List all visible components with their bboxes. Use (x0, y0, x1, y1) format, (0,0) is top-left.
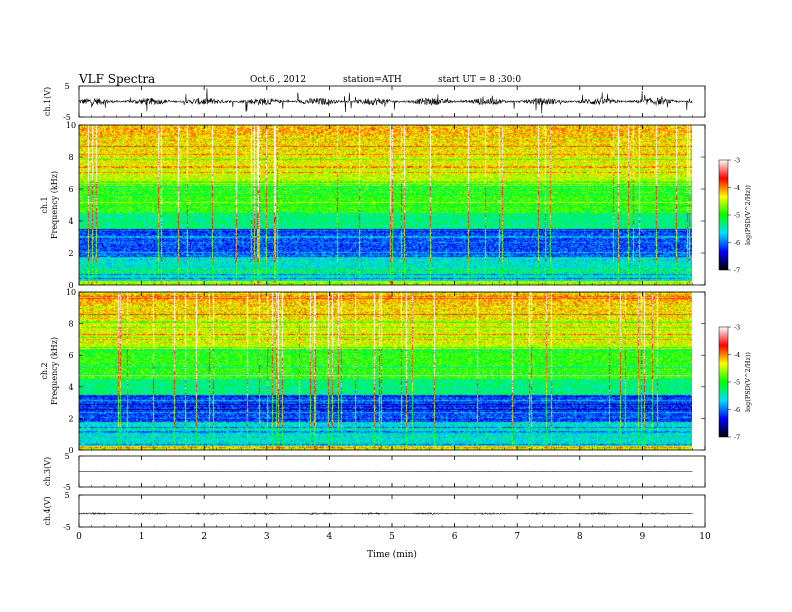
y-tick-label: 0 (68, 281, 73, 290)
panel-frame (78, 494, 706, 528)
colorbar (718, 159, 729, 271)
colorbar-tick-label: -3 (734, 324, 740, 332)
y-tick-label: 8 (68, 153, 73, 162)
colorbar-tick-label: -7 (734, 267, 740, 275)
y-tick-label: 5 (64, 452, 69, 461)
y-tick-label: -5 (63, 483, 71, 492)
y-axis-channel-label: ch.2 (40, 362, 49, 379)
y-axis-label: ch.1(V) (43, 87, 52, 116)
x-tick-label: 10 (699, 532, 711, 542)
y-tick-label: 5 (64, 82, 69, 91)
y-tick-label: 0 (68, 446, 73, 455)
y-tick-label: -5 (63, 523, 71, 532)
colorbar-label: log(PSD(V^2/Hz)) (744, 352, 752, 412)
x-axis-label: Time (min) (367, 549, 417, 560)
panel-ch.4(V): 5 -5 ch.4(V) 0 1 2 3 4 5 6 7 8 9 10 (43, 491, 711, 542)
figure-title: VLF Spectra (79, 72, 156, 86)
y-tick-label: 6 (68, 351, 73, 360)
y-tick-label: 5 (64, 491, 69, 500)
y-tick-label: 6 (68, 185, 73, 194)
station-label: station=ATH (343, 75, 402, 85)
y-tick-label: 2 (68, 249, 73, 258)
colorbar-tick-label: -5 (734, 212, 740, 220)
y-tick-label: 8 (68, 320, 73, 329)
panel-ch.3(V): 5 -5 ch.3(V) (43, 452, 706, 492)
x-tick-label: 7 (514, 532, 520, 542)
x-tick-label: 6 (452, 532, 458, 542)
x-tick-label: 8 (577, 532, 583, 542)
x-tick-label: 1 (139, 532, 145, 542)
y-tick-label: 4 (68, 383, 73, 392)
x-tick-label: 0 (76, 532, 82, 542)
spectrogram-image (79, 125, 692, 285)
y-tick-label: -5 (63, 113, 71, 122)
x-tick-label: 2 (201, 532, 207, 542)
colorbar-tick-label: -5 (734, 379, 740, 387)
y-axis-label: Frequency (kHz) (50, 337, 59, 405)
colorbar-tick-label: -3 (734, 157, 740, 165)
y-tick-label: 10 (66, 288, 76, 297)
spectrogram-image (79, 292, 692, 450)
y-axis-label: ch.4(V) (43, 496, 52, 525)
panel-ch.1(V): 5 -5 ch.1(V) (43, 82, 706, 122)
y-tick-label: 10 (66, 121, 76, 130)
date-label: Oct.6 , 2012 (250, 75, 307, 85)
y-axis-label: Frequency (kHz) (50, 171, 59, 239)
colorbar-label: log(PSD(V^2/Hz)) (744, 185, 752, 245)
y-tick-label: 2 (68, 414, 73, 423)
start-time-label: start UT = 8 :30:0 (438, 75, 522, 85)
y-tick-label: 4 (68, 217, 73, 226)
colorbar-tick-label: -4 (734, 184, 740, 192)
colorbar-tick-label: -7 (734, 434, 740, 442)
panel-ch.2 Frequency (kHz): 0 2 4 6 8 10 ch.2 Frequency (kHz) -3 -4 -5 -6 -7 log(… (40, 288, 752, 455)
colorbar-tick-label: -6 (734, 239, 740, 247)
colorbar-tick-label: -6 (734, 406, 740, 414)
y-axis-label: ch.3(V) (43, 457, 52, 486)
colorbar (718, 326, 729, 438)
trace-line (78, 88, 693, 114)
trace-line (78, 511, 693, 516)
panel-ch.1 Frequency (kHz): 0 2 4 6 8 10 ch.1 Frequency (kHz) -3 -4 -5 -6 -7 log(… (40, 121, 752, 290)
y-axis-channel-label: ch.1 (40, 196, 49, 213)
colorbar-tick-label: -4 (734, 351, 740, 359)
x-tick-label: 5 (389, 532, 395, 542)
x-tick-label: 9 (640, 532, 646, 542)
x-tick-label: 4 (327, 532, 333, 542)
x-tick-label: 3 (264, 532, 270, 542)
